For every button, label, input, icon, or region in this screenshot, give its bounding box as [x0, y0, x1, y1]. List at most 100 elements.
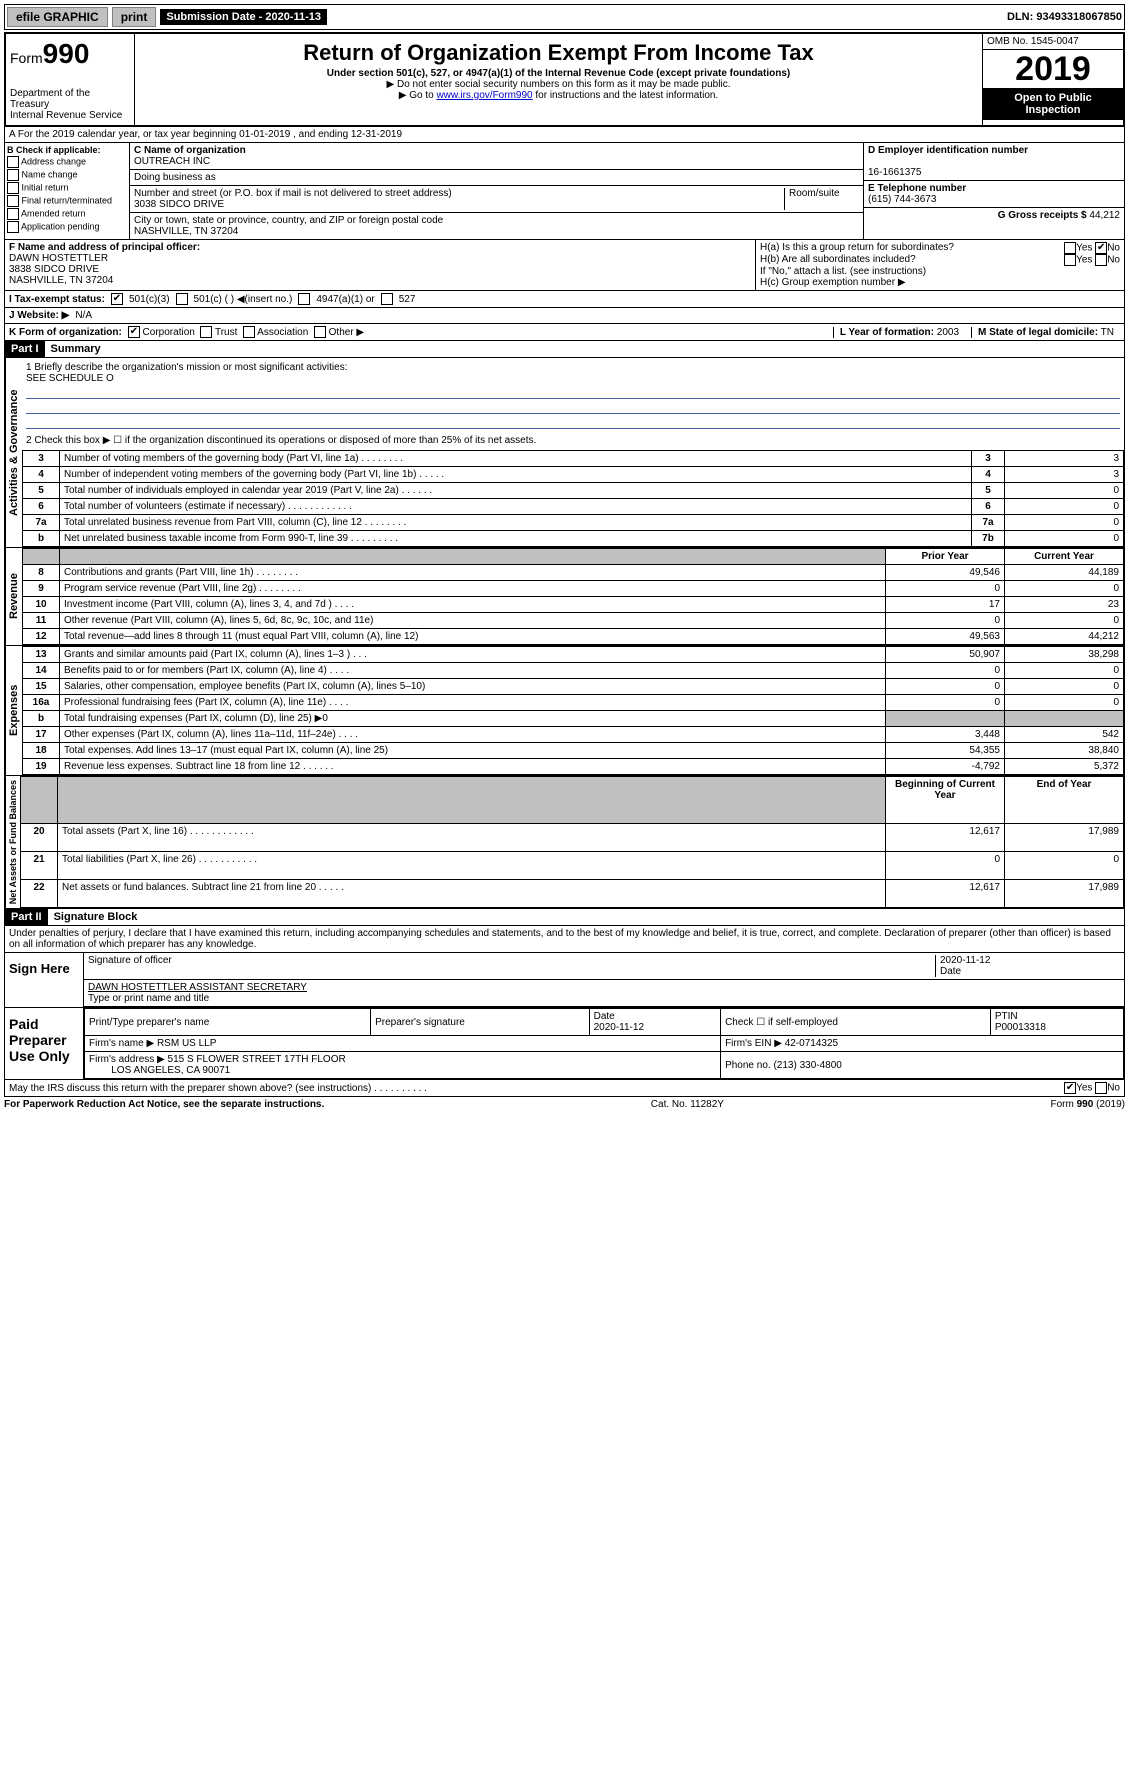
i-501c-checkbox[interactable] [176, 293, 188, 305]
ptin: P00013318 [995, 1022, 1046, 1033]
rev-group: Revenue Prior YearCurrent Year8Contribut… [4, 548, 1125, 646]
k-opt[interactable]: Trust [200, 327, 243, 338]
officer-label: F Name and address of principal officer: [9, 242, 200, 253]
table-row: 5Total number of individuals employed in… [23, 483, 1124, 499]
ssn-note: ▶ Do not enter social security numbers o… [139, 79, 978, 90]
pra-notice: For Paperwork Reduction Act Notice, see … [4, 1099, 324, 1110]
k-opt[interactable]: Corporation [128, 327, 201, 338]
table-row: 10Investment income (Part VIII, column (… [23, 597, 1124, 613]
ha-label: H(a) Is this a group return for subordin… [760, 242, 954, 254]
sign-here-label: Sign Here [5, 953, 84, 1007]
firm-addr1: 515 S FLOWER STREET 17TH FLOOR [168, 1054, 346, 1065]
check-b-opt[interactable]: Address change [7, 156, 127, 168]
l-value: 2003 [937, 327, 959, 338]
firm-addr-label: Firm's address ▶ [89, 1054, 165, 1065]
ein-value: 16-1661375 [868, 167, 921, 178]
officer-name: DAWN HOSTETTLER [9, 253, 108, 264]
paid-label: Paid Preparer Use Only [5, 1008, 84, 1079]
goto-note: ▶ Go to www.irs.gov/Form990 for instruct… [139, 90, 978, 101]
room-label: Room/suite [789, 188, 840, 199]
part1-title: Summary [45, 341, 107, 357]
table-row: 11Other revenue (Part VIII, column (A), … [23, 613, 1124, 629]
m-value: TN [1101, 327, 1114, 338]
k-opt[interactable]: Other ▶ [314, 327, 370, 338]
form-prefix: Form [10, 50, 43, 66]
table-row: 12Total revenue—add lines 8 through 11 (… [23, 629, 1124, 645]
inspect-line1: Open to Public [1014, 92, 1092, 104]
prep-date: 2020-11-12 [594, 1022, 644, 1033]
col-h-group: H(a) Is this a group return for subordin… [755, 240, 1124, 290]
check-b-opt[interactable]: Amended return [7, 208, 127, 220]
rev-table: Prior YearCurrent Year8Contributions and… [22, 548, 1124, 645]
form-header: Form990 Department of the Treasury Inter… [4, 32, 1125, 127]
i-527-checkbox[interactable] [381, 293, 393, 305]
ha-no: No [1107, 243, 1120, 254]
firm-name: RSM US LLP [157, 1038, 216, 1049]
table-row: 19Revenue less expenses. Subtract line 1… [23, 759, 1124, 775]
officer-addr2: NASHVILLE, TN 37204 [9, 275, 113, 286]
row-a-tax-year: A For the 2019 calendar year, or tax yea… [4, 127, 1125, 143]
header-right: OMB No. 1545-0047 2019 Open to Public In… [982, 34, 1123, 125]
i-501c3-checkbox[interactable] [111, 293, 123, 305]
form-title: Return of Organization Exempt From Incom… [139, 40, 978, 66]
org-city: NASHVILLE, TN 37204 [134, 226, 238, 237]
table-row: 7aTotal unrelated business revenue from … [23, 515, 1124, 531]
table-row: 4Number of independent voting members of… [23, 467, 1124, 483]
ha-yes: Yes [1076, 243, 1092, 254]
cat-no: Cat. No. 11282Y [651, 1099, 724, 1110]
form-number: 990 [43, 38, 90, 69]
mission-box: 1 Briefly describe the organization's mi… [22, 358, 1124, 450]
row-i-tax-status: I Tax-exempt status: 501(c)(3) 501(c) ( … [4, 291, 1125, 308]
table-header-row: Prior YearCurrent Year [23, 549, 1124, 565]
table-row: 3Number of voting members of the governi… [23, 451, 1124, 467]
gross-label: G Gross receipts $ [998, 210, 1087, 221]
check-b-opt[interactable]: Final return/terminated [7, 195, 127, 207]
prep-name-label: Print/Type preparer's name [85, 1009, 371, 1036]
j-value: N/A [75, 310, 92, 321]
table-row: 13Grants and similar amounts paid (Part … [23, 647, 1124, 663]
sig-date: 2020-11-12 [940, 955, 990, 966]
rev-side-label: Revenue [5, 548, 22, 645]
typed-name: DAWN HOSTETTLER ASSISTANT SECRETARY [88, 982, 307, 993]
discuss-no-checkbox[interactable] [1095, 1082, 1107, 1094]
check-b-opt[interactable]: Application pending [7, 221, 127, 233]
form-ref: Form 990 (2019) [1051, 1099, 1126, 1110]
discuss-yes-checkbox[interactable] [1064, 1082, 1076, 1094]
org-name: OUTREACH INC [134, 156, 210, 167]
table-row: 14Benefits paid to or for members (Part … [23, 663, 1124, 679]
part1-badge: Part I [5, 341, 45, 357]
hb-note: If "No," attach a list. (see instruction… [760, 266, 1120, 277]
l-label: L Year of formation: [840, 327, 934, 338]
org-name-label: C Name of organization [134, 145, 246, 156]
prep-sig-label: Preparer's signature [371, 1009, 589, 1036]
ha-no-checkbox[interactable] [1095, 242, 1107, 254]
firm-phone-label: Phone no. [725, 1060, 771, 1071]
check-b-opt[interactable]: Name change [7, 169, 127, 181]
q1-value: SEE SCHEDULE O [26, 373, 1120, 384]
hb-yes-checkbox[interactable] [1064, 254, 1076, 266]
print-button[interactable]: print [112, 7, 157, 27]
q1-label: 1 Briefly describe the organization's mi… [26, 362, 1120, 373]
firm-name-label: Firm's name ▶ [89, 1038, 154, 1049]
table-row: 15Salaries, other compensation, employee… [23, 679, 1124, 695]
section-bcde: B Check if applicable: Address change Na… [4, 143, 1125, 240]
i-4947-checkbox[interactable] [298, 293, 310, 305]
typed-label: Type or print name and title [88, 993, 209, 1004]
table-row: 17Other expenses (Part IX, column (A), l… [23, 727, 1124, 743]
hb-no-checkbox[interactable] [1095, 254, 1107, 266]
ha-yes-checkbox[interactable] [1064, 242, 1076, 254]
form990-link[interactable]: www.irs.gov/Form990 [436, 90, 532, 101]
open-inspection: Open to Public Inspection [983, 88, 1123, 120]
sign-here-section: Sign Here Signature of officer 2020-11-1… [4, 953, 1125, 1008]
section-fh: F Name and address of principal officer:… [4, 240, 1125, 291]
net-group: Net Assets or Fund Balances Beginning of… [4, 776, 1125, 909]
discuss-no: No [1107, 1083, 1120, 1094]
gov-table: 3Number of voting members of the governi… [22, 450, 1124, 547]
sig-date-label: Date [940, 966, 961, 977]
table-row: bTotal fundraising expenses (Part IX, co… [23, 711, 1124, 727]
declaration: Under penalties of perjury, I declare th… [4, 926, 1125, 953]
k-opt[interactable]: Association [243, 327, 314, 338]
form-subtitle: Under section 501(c), 527, or 4947(a)(1)… [139, 68, 978, 79]
paid-preparer-section: Paid Preparer Use Only Print/Type prepar… [4, 1008, 1125, 1080]
check-b-opt[interactable]: Initial return [7, 182, 127, 194]
